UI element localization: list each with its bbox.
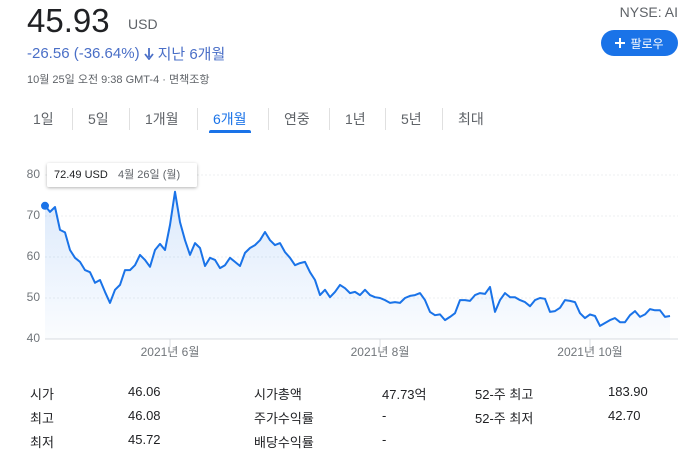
- chart: 40 50 60 70 80 2021년 6월 2021년 8월 2021년 10월 72.49…: [27, 163, 678, 359]
- y-tick-label: 80: [27, 167, 41, 181]
- tab-separator: [197, 108, 198, 130]
- tab[interactable]: 5일: [88, 111, 109, 127]
- x-tick-label: 2021년 8월: [351, 345, 410, 359]
- stat-label: 주가수익률: [254, 411, 314, 426]
- tab[interactable]: 1일: [33, 111, 54, 127]
- y-tick-label: 50: [27, 290, 41, 304]
- stat-value: -: [382, 432, 387, 447]
- tab[interactable]: 최대: [458, 111, 484, 127]
- stat-label: 최고: [30, 411, 54, 426]
- tab-separator: [385, 108, 386, 130]
- tooltip: 72.49 USD 4월 26일 (월): [47, 163, 197, 187]
- tooltip-box: [47, 163, 197, 187]
- stat-value: 42.70: [608, 408, 641, 423]
- y-tick-label: 40: [27, 331, 41, 345]
- x-tick-label: 2021년 6월: [141, 345, 200, 359]
- tooltip-price: 72.49 USD: [54, 169, 108, 181]
- down-arrow: [143, 47, 154, 60]
- tab-separator: [329, 108, 330, 130]
- x-tick-label: 2021년 10월: [557, 345, 622, 359]
- area-fill: [45, 191, 670, 339]
- stat-value: 46.08: [128, 408, 161, 423]
- timestamp: 10월 25일 오전 9:38 GMT-4 · 면책조항: [27, 74, 210, 86]
- stat-label: 시가총액: [254, 387, 302, 402]
- tab[interactable]: 5년: [401, 111, 422, 127]
- stat-label: 시가: [30, 387, 54, 402]
- stat-value: -: [382, 408, 387, 423]
- stat-label: 52-주 최고: [475, 387, 534, 402]
- period: 지난 6개월: [157, 46, 226, 63]
- tab-separator: [129, 108, 130, 130]
- tab-separator: [442, 108, 443, 130]
- price: 45.93: [27, 2, 110, 39]
- stat-label: 52-주 최저: [475, 411, 534, 426]
- tab[interactable]: 1년: [345, 111, 366, 127]
- tab[interactable]: 6개월: [213, 111, 247, 127]
- ticker: NYSE: AI: [619, 4, 678, 20]
- stat-value: 183.90: [608, 384, 648, 399]
- plus-icon: [615, 38, 626, 48]
- follow-label: 팔로우: [630, 36, 664, 51]
- stat-label: 최저: [30, 435, 54, 450]
- tab[interactable]: 연중: [284, 111, 310, 127]
- follow-button[interactable]: 팔로우: [601, 30, 678, 56]
- change: -26.56 (-36.64%): [27, 45, 140, 62]
- stat-value: 47.73억: [382, 387, 427, 402]
- tab-separator: [268, 108, 269, 130]
- price-line: [44, 190, 671, 327]
- stat-value: 45.72: [128, 432, 161, 447]
- tab-underline: [209, 130, 251, 133]
- hover-point: [41, 201, 49, 210]
- stat-label: 배당수익률: [254, 435, 314, 450]
- y-tick-label: 70: [27, 208, 41, 222]
- change-line: -26.56 (-36.64%) 지난 6개월: [27, 43, 225, 64]
- tab-separator: [72, 108, 73, 130]
- currency: USD: [128, 16, 158, 32]
- tab[interactable]: 1개월: [145, 111, 179, 127]
- stat-value: 46.06: [128, 384, 161, 399]
- tooltip-date: 4월 26일 (월): [118, 167, 180, 181]
- y-tick-label: 60: [27, 249, 41, 263]
